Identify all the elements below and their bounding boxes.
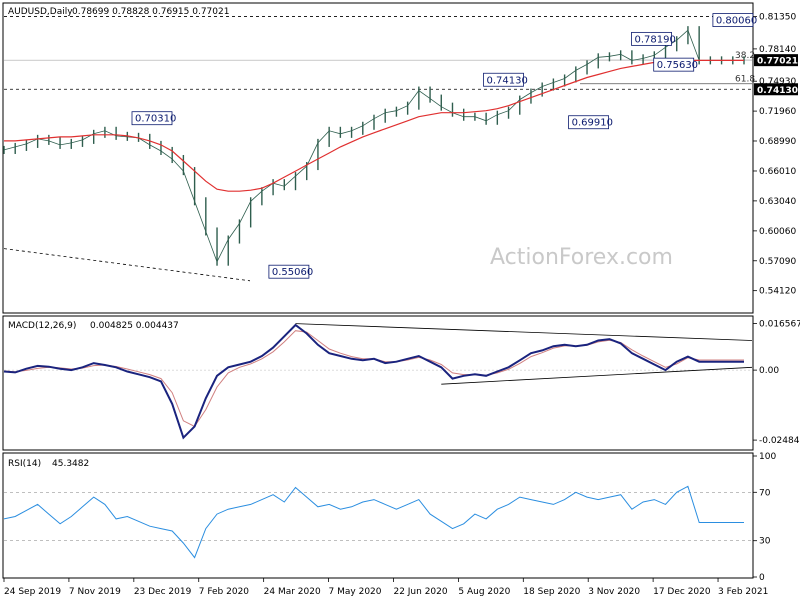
macd-panel [2, 315, 754, 451]
fib-level-label: 61.8 [735, 75, 755, 85]
rsi-tick-label: 70 [759, 488, 771, 498]
price-tick-label: 0.57090 [759, 257, 796, 267]
macd-layer [3, 323, 753, 440]
x-tick-label: 17 Dec 2020 [653, 587, 711, 597]
annotation-label: 0.70310 [135, 114, 176, 125]
axis-layer: 0.81350 0.78140 0.74930 0.71960 0.68990 0.660… [3, 13, 800, 597]
x-tick-label: 7 May 2020 [329, 587, 382, 597]
annotation-label: 0.80060 [716, 16, 757, 27]
annotation-label: 0.78190 [635, 34, 676, 45]
moving-average-line [4, 59, 744, 192]
macd-title: MACD(12,26,9) [8, 321, 76, 331]
price-tick-label: 0.68990 [759, 137, 796, 147]
price-title: AUDUSD,Daily [8, 7, 73, 17]
annotation-box [131, 111, 173, 126]
macd-tick-label: -0.02484 [759, 436, 800, 446]
macd-values: 0.004825 0.004437 [90, 321, 179, 331]
watermark: ActionForex.com [490, 245, 673, 270]
level-price-tag: 0.74130 [757, 86, 798, 96]
current-price-tag: 0.77021 [757, 57, 798, 67]
annotation-label: 0.69910 [572, 118, 613, 129]
x-tick-label: 5 Aug 2020 [458, 587, 510, 597]
macd-trendline-lower [441, 366, 753, 385]
price-tick-label: 0.78140 [759, 45, 796, 55]
x-tick-label: 3 Feb 2021 [718, 587, 768, 597]
annotation-box [268, 264, 310, 279]
ohlc-values: 0.78699 0.78828 0.76915 0.77021 [72, 7, 229, 17]
annotation-box [653, 57, 695, 72]
rsi-title: RSI(14) [8, 459, 41, 469]
macd-tick-label: 0.016567 [759, 319, 800, 329]
level-price-tag-bg [754, 83, 798, 96]
price-tick-label: 0.66010 [759, 167, 796, 177]
rsi-tick-label: 100 [759, 452, 776, 462]
trend-dashed-line [3, 248, 251, 282]
annotation-box [631, 31, 672, 46]
price-tick-label: 0.54120 [759, 287, 796, 297]
rsi-panel [2, 452, 754, 579]
rsi-layer [3, 485, 752, 559]
annotation-box [712, 13, 754, 27]
price-tick-label: 0.81350 [759, 13, 796, 23]
x-tick-label: 7 Nov 2019 [69, 587, 121, 597]
price-tick-label: 0.71960 [759, 107, 796, 117]
price-tick-label: 0.74930 [759, 77, 796, 87]
x-tick-label: 24 Sep 2019 [4, 587, 61, 597]
price-line [3, 29, 744, 263]
annotation-box [483, 72, 524, 87]
rsi-tick-label: 30 [759, 537, 771, 547]
rsi-value: 45.3482 [52, 459, 89, 469]
rsi-tick-label: 0 [759, 573, 765, 583]
x-tick-label: 7 Feb 2020 [199, 587, 250, 597]
annotation-label: 0.55060 [272, 267, 313, 278]
x-tick-label: 18 Sep 2020 [523, 587, 580, 597]
annotation-label: 0.74130 [487, 75, 528, 86]
macd-trendline-upper [295, 323, 753, 341]
price-layer: 38.2 61.8 0.70310 0.55060 0.74130 0.69910 0.78… [3, 13, 757, 282]
x-tick-label: 3 Nov 2020 [588, 587, 640, 597]
x-tick-label: 23 Dec 2019 [134, 587, 192, 597]
macd-tick-label: 0.00 [759, 366, 779, 376]
macd-line [3, 323, 744, 440]
fib-level-label: 38.2 [735, 51, 755, 61]
annotation-box [568, 115, 609, 130]
current-price-tag-bg [754, 54, 798, 67]
x-tick-label: 24 Mar 2020 [264, 587, 321, 597]
annotation-label: 0.75630 [657, 60, 698, 71]
rsi-line [3, 485, 744, 559]
x-tick-label: 22 Jun 2020 [393, 587, 447, 597]
price-panel [2, 2, 754, 314]
price-tick-label: 0.63040 [759, 197, 796, 207]
price-tick-label: 0.60060 [759, 227, 796, 237]
